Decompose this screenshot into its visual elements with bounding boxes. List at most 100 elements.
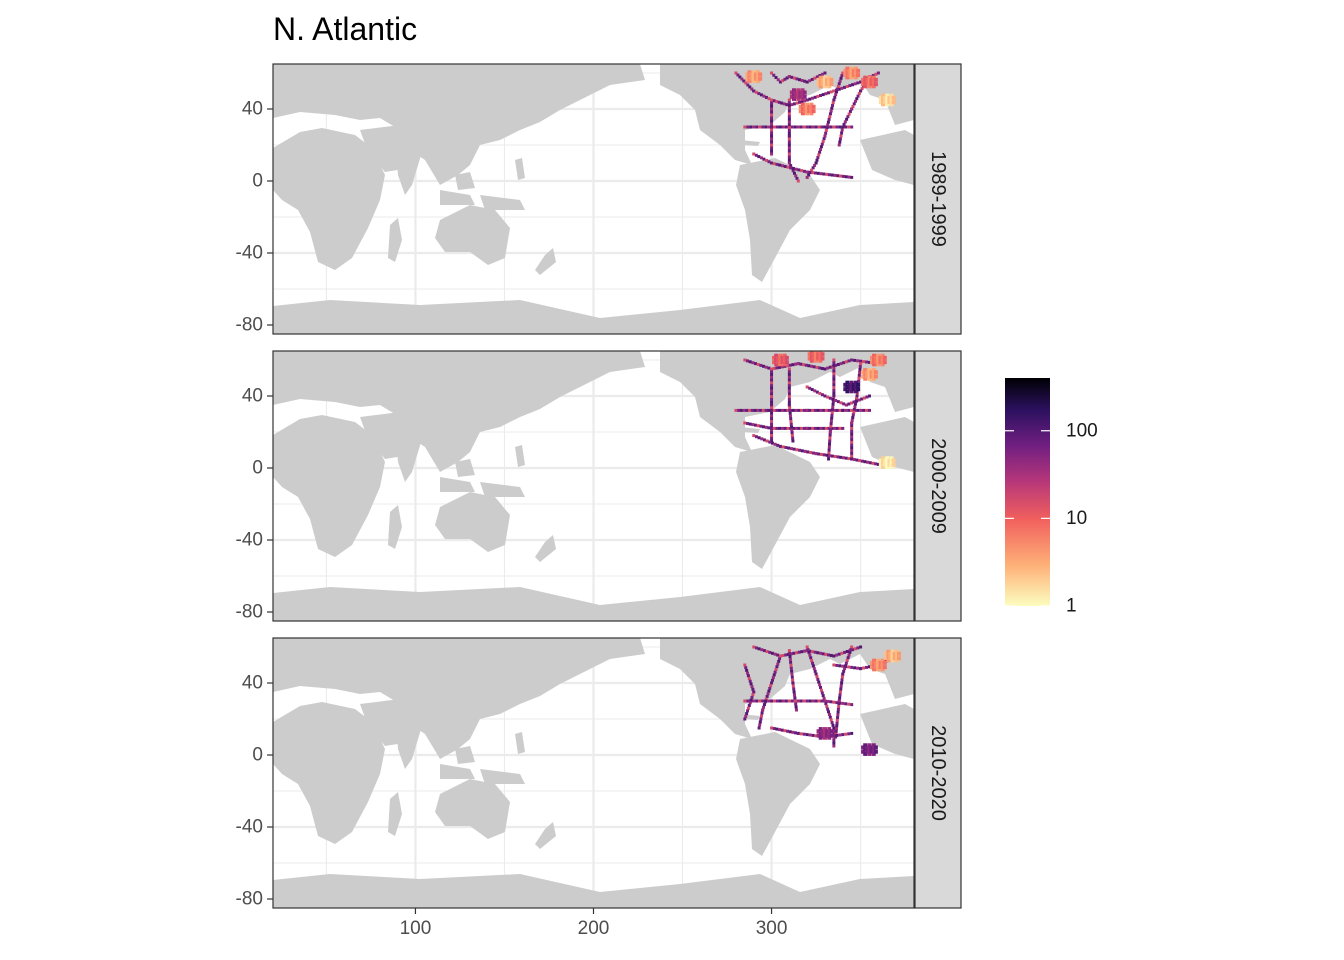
cluster-cell bbox=[894, 654, 899, 658]
track-cell bbox=[792, 171, 796, 175]
track-cell bbox=[770, 439, 774, 443]
track-cell bbox=[859, 359, 863, 363]
track-cell bbox=[813, 650, 817, 654]
track-cell bbox=[814, 672, 818, 676]
track-cell bbox=[770, 678, 774, 682]
track-cell bbox=[777, 659, 781, 663]
cluster-cell bbox=[883, 98, 888, 102]
track-cell bbox=[808, 408, 812, 412]
cluster-cell bbox=[798, 104, 803, 109]
track-cell bbox=[846, 115, 850, 119]
track-cell bbox=[850, 440, 854, 444]
cluster-cell bbox=[887, 458, 892, 463]
cluster-cell bbox=[796, 94, 801, 99]
track-cell bbox=[851, 83, 855, 87]
cluster-cell bbox=[807, 107, 812, 111]
track-cell bbox=[836, 85, 840, 88]
track-cell bbox=[837, 702, 841, 706]
track-cell bbox=[787, 143, 791, 147]
track-cell bbox=[787, 104, 791, 108]
track-cell bbox=[750, 87, 754, 91]
cluster-cell bbox=[878, 95, 883, 100]
track-cell bbox=[841, 125, 845, 129]
track-cell bbox=[752, 699, 756, 703]
cluster-cell bbox=[845, 71, 850, 75]
cluster-cell bbox=[820, 352, 825, 357]
track-cell bbox=[805, 699, 809, 703]
track-cell bbox=[770, 436, 774, 440]
cluster-cell bbox=[876, 362, 881, 367]
track-cell bbox=[811, 426, 815, 430]
track-cell bbox=[790, 425, 794, 429]
cluster-cell bbox=[803, 104, 808, 109]
cluster-cell bbox=[747, 78, 752, 83]
facet-panels: 1989-1999400-40-802000-2009400-40-802010… bbox=[236, 63, 962, 910]
track-cell bbox=[828, 436, 832, 440]
panel-border bbox=[272, 350, 915, 622]
cluster-cell bbox=[816, 356, 821, 361]
track-cell bbox=[772, 408, 776, 412]
track-cell bbox=[819, 686, 823, 689]
track-cell bbox=[787, 400, 791, 404]
track-cell bbox=[819, 148, 823, 151]
track-cell bbox=[832, 369, 836, 373]
track-cell bbox=[817, 699, 821, 703]
cluster-cell bbox=[851, 385, 856, 389]
track-cell bbox=[770, 726, 774, 730]
track-cell bbox=[742, 408, 746, 412]
cluster-cell bbox=[885, 458, 890, 463]
track-cell bbox=[847, 125, 851, 129]
track-cell bbox=[832, 98, 836, 102]
cluster-cell bbox=[774, 358, 779, 362]
track-cell bbox=[824, 92, 828, 96]
track-cell bbox=[766, 692, 770, 696]
track-cell bbox=[767, 160, 771, 164]
cluster-cell bbox=[849, 73, 854, 78]
track-cell bbox=[818, 150, 822, 154]
cluster-cell bbox=[867, 749, 872, 754]
track-cell bbox=[743, 358, 747, 362]
cluster-cell bbox=[874, 358, 879, 362]
cluster-cell bbox=[816, 77, 821, 82]
cluster-cell bbox=[829, 77, 834, 82]
track-cell bbox=[770, 422, 774, 426]
track-cell bbox=[840, 678, 844, 682]
track-cell bbox=[805, 733, 809, 737]
track-cell bbox=[776, 653, 780, 657]
track-cell bbox=[850, 432, 854, 436]
cluster-cell bbox=[825, 80, 830, 84]
cluster-cell bbox=[865, 374, 870, 379]
cluster-cell bbox=[882, 665, 887, 670]
cluster-cell bbox=[827, 735, 832, 740]
cluster-cell bbox=[784, 360, 789, 365]
track-cell bbox=[848, 84, 852, 88]
track-cell bbox=[807, 650, 811, 654]
cluster-cell bbox=[884, 651, 889, 656]
track-cell bbox=[737, 408, 741, 412]
track-cell bbox=[815, 390, 819, 394]
track-cell bbox=[794, 705, 798, 709]
track-cell bbox=[752, 125, 756, 129]
cluster-cell bbox=[774, 353, 779, 358]
cluster-cell bbox=[825, 729, 830, 734]
track-cell bbox=[800, 426, 804, 430]
track-cell bbox=[832, 386, 836, 390]
cluster-cell bbox=[796, 90, 801, 95]
cluster-cell bbox=[885, 93, 890, 98]
track-cell bbox=[839, 174, 843, 178]
cluster-cell bbox=[887, 98, 892, 102]
track-cell bbox=[808, 125, 812, 129]
track-cell bbox=[776, 443, 780, 447]
cluster-cell bbox=[847, 387, 852, 392]
track-cell bbox=[738, 75, 742, 79]
track-cell bbox=[855, 458, 859, 462]
track-cell bbox=[820, 691, 824, 695]
cluster-cell bbox=[814, 351, 819, 355]
track-cell bbox=[783, 408, 787, 412]
legend-ticks: 100 10 1 bbox=[1005, 420, 1098, 617]
track-cell bbox=[841, 426, 845, 430]
track-cell bbox=[778, 125, 782, 129]
cluster-cell bbox=[772, 355, 777, 360]
cluster-cell bbox=[818, 358, 823, 363]
track-cell bbox=[838, 690, 842, 694]
